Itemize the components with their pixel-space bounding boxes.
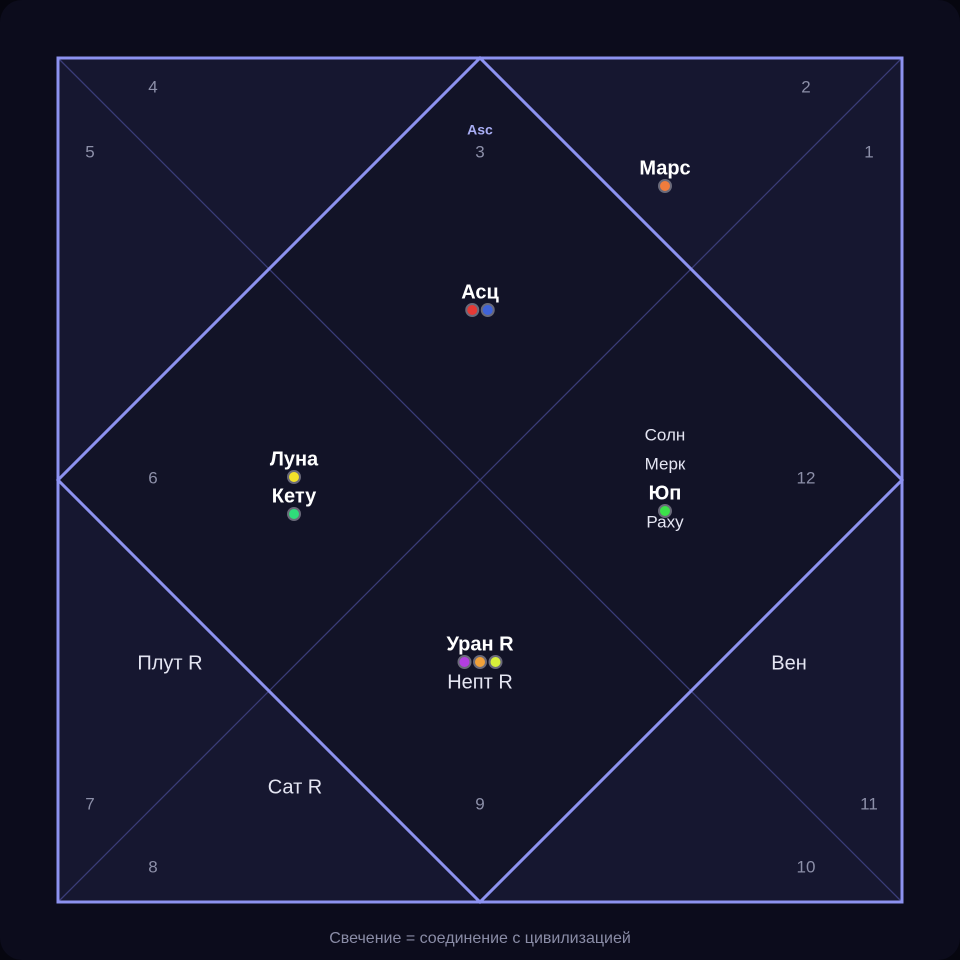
planet-label: Уран R (446, 633, 514, 655)
planet-label: Солн (645, 425, 686, 444)
chart-frame (56, 56, 904, 904)
planet-label: Мерк (645, 454, 686, 473)
planet-label: Юп (649, 482, 682, 504)
planet-label: Плут R (137, 652, 202, 674)
planet-dot (473, 655, 487, 669)
planet-label: Марс (639, 157, 690, 179)
planet-label: Вен (771, 652, 807, 674)
house-number: 8 (148, 857, 157, 876)
planet-dot (465, 303, 480, 317)
planet-dot (457, 655, 472, 669)
planet-dot (287, 470, 301, 484)
planet-label: Кету (272, 485, 317, 507)
house-number: 3 (475, 142, 484, 161)
planet-label: Луна (270, 448, 319, 470)
house-number: 4 (148, 77, 157, 96)
house-number: 7 (85, 794, 94, 813)
chart-content: 123456789101112МарсАсцЛунаКетуСолнМеркЮп… (85, 77, 878, 876)
house-number: 5 (85, 142, 94, 161)
planet-label: Сат R (268, 776, 323, 798)
house-number: 11 (860, 794, 878, 813)
house-number: 9 (475, 794, 484, 813)
asc-marker: Asc (467, 122, 493, 138)
planet-label: Асц (461, 281, 499, 303)
planet-label: Непт R (447, 671, 513, 693)
planet-dot (287, 507, 301, 521)
house-number: 2 (801, 77, 810, 96)
house-number: 10 (797, 857, 816, 876)
planet-dot (488, 655, 503, 669)
caption: Свечение = соединение с цивилизацией (329, 930, 631, 947)
house-number: 12 (797, 468, 816, 487)
planet-dot (658, 504, 672, 518)
planet-dot (480, 303, 495, 317)
house-number: 1 (864, 142, 873, 161)
planet-label: Раху (646, 512, 684, 531)
house-number: 6 (148, 468, 157, 487)
planet-dot (658, 179, 672, 193)
diagonal (57, 57, 903, 903)
